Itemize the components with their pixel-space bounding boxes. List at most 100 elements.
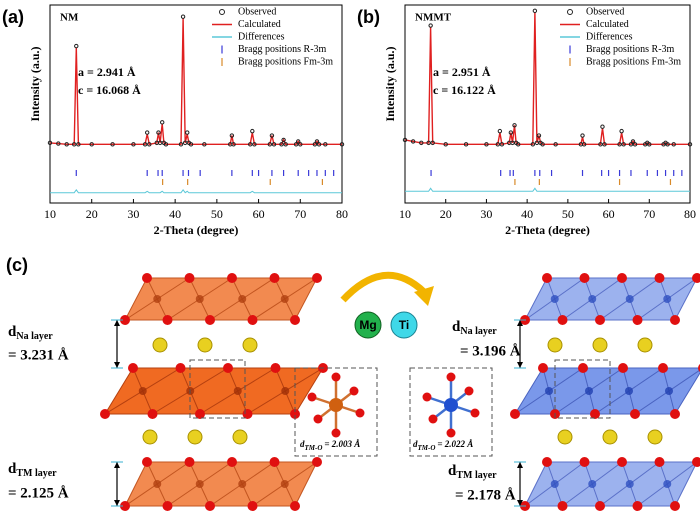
charts: 10 20 30 40 50 60 70 80 2-Theta (degree) Intensit… [2, 4, 696, 237]
observed-point [512, 123, 517, 128]
na-layer-value: = 3.196 Å [460, 343, 521, 359]
observed-point [76, 142, 81, 147]
observed-point [185, 130, 190, 135]
na-layer-value: = 3.231 Å [8, 347, 69, 363]
series-line [405, 187, 690, 192]
panel-label: (c) [6, 255, 28, 275]
x-axis-label: 2-Theta (degree) [154, 223, 239, 237]
oxygen-atom [147, 409, 158, 419]
x-tick-label: 60 [603, 207, 615, 221]
octahedral-layer [520, 457, 700, 511]
oxygen-atom [446, 372, 456, 382]
oxygen-atom [428, 414, 438, 424]
tm-atom [625, 480, 634, 488]
observed-point [484, 142, 489, 147]
oxygen-atom [184, 457, 195, 467]
observed-point [508, 130, 514, 135]
legend-label: Differences [586, 31, 633, 42]
oxygen-atom [632, 315, 643, 325]
oxygen-atom [595, 315, 605, 325]
oxygen-atom [355, 408, 365, 418]
tm-atom [233, 387, 242, 395]
observed-point [147, 142, 152, 147]
oxygen-atom [654, 457, 665, 467]
oxygen-atom [617, 273, 627, 283]
series-line [50, 188, 342, 194]
x-tick-label: 40 [169, 207, 181, 221]
tm-atom [663, 295, 672, 303]
d: d [452, 319, 461, 335]
tm-atom [238, 480, 247, 488]
oxygen-atom [120, 315, 130, 325]
oxygen-atom [692, 273, 700, 283]
sample-name: NM [60, 12, 79, 24]
observed-point [71, 142, 77, 147]
observed-point [647, 142, 652, 147]
observed-point [499, 142, 505, 147]
oxygen-atom [579, 273, 590, 283]
oxygen-atom [313, 414, 323, 424]
layer-slab [514, 367, 700, 415]
observed-point [156, 130, 161, 135]
oxygen-atom [630, 409, 640, 419]
observed-point [144, 130, 150, 135]
y-axis-label: Intensity (a.u.) [383, 46, 397, 121]
observed-point [419, 140, 424, 146]
oxygen-atom [542, 273, 552, 283]
observed-point [279, 142, 284, 147]
arrow-head [517, 462, 523, 468]
observed-point [532, 8, 538, 14]
tm-atom [280, 295, 289, 303]
observed-point [248, 142, 253, 147]
tm-atom [588, 480, 597, 488]
oxygen-atom [223, 363, 233, 373]
observed-point [281, 137, 286, 143]
na-atom [602, 429, 618, 445]
observed-point [142, 142, 148, 147]
sub: TM layer [16, 468, 57, 479]
observed-point [530, 142, 536, 147]
lattice-parameter: c = 16.122 Å [433, 83, 496, 97]
oxygen-atom [227, 273, 237, 283]
sub: Na layer [460, 326, 497, 337]
sub: Na layer [16, 331, 53, 342]
oxygen-atom [270, 363, 281, 373]
legend-symbol [567, 9, 573, 15]
observed-point [632, 142, 638, 147]
octahedral-layer [510, 363, 700, 419]
observed-point [687, 142, 693, 147]
observed-point [229, 133, 235, 138]
d: d [413, 439, 418, 449]
d: d [300, 439, 305, 449]
legend-label: Observed [586, 6, 624, 17]
oxygen-atom [617, 457, 627, 467]
sub: TM layer [456, 470, 497, 481]
tm-atom [280, 480, 289, 488]
tm-atom [550, 480, 559, 488]
tm-atom [550, 295, 559, 303]
oxygen-atom [422, 392, 432, 402]
oxygen-atom [510, 409, 520, 419]
d: d [448, 463, 457, 479]
observed-point [110, 142, 115, 147]
plot-frame [49, 4, 343, 204]
x-tick-label: 80 [684, 207, 696, 221]
observed-point [202, 142, 207, 147]
observed-point [56, 141, 61, 146]
x-tick-label: 50 [562, 207, 574, 221]
x-tick-label: 70 [643, 207, 655, 221]
oxygen-atom [142, 457, 152, 467]
legend-symbol [219, 9, 225, 15]
oxygen-atom [670, 501, 680, 511]
arrow-head [114, 320, 120, 326]
oxygen-atom [579, 457, 590, 467]
lattice-parameter: a = 2.951 Å [433, 65, 491, 79]
layer-slab [104, 367, 324, 415]
observed-point [630, 139, 636, 144]
sub: TM-O [305, 444, 323, 452]
tm-atom [195, 480, 204, 488]
observed-point [495, 142, 501, 147]
observed-point [628, 142, 634, 147]
legend-label: Calculated [238, 19, 281, 30]
